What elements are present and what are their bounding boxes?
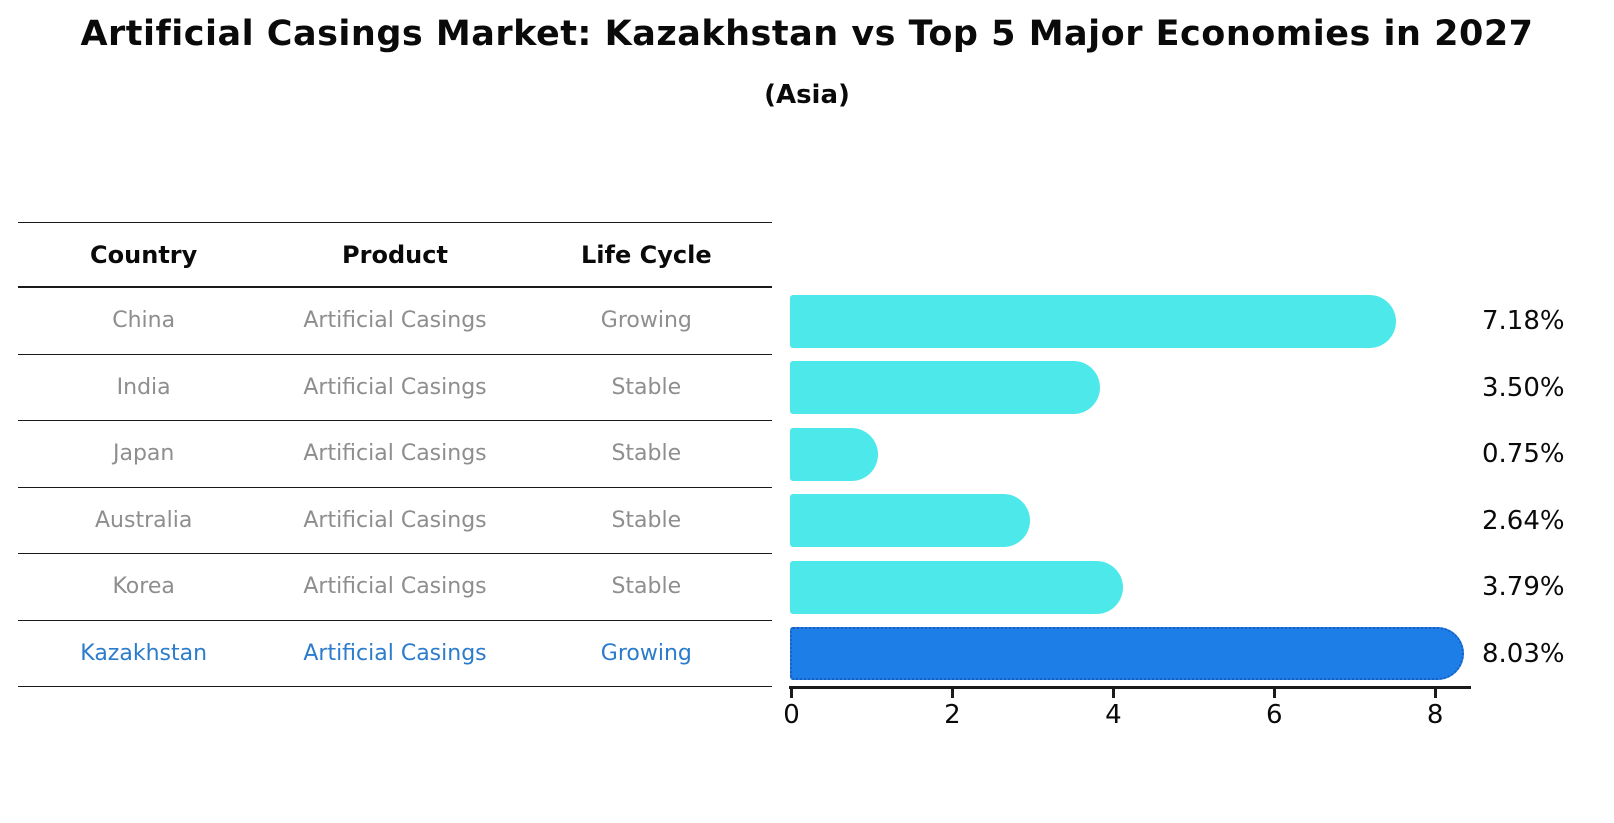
- x-axis: [789, 686, 1471, 689]
- table-cell-country: Korea: [112, 574, 175, 600]
- bar-row: [790, 355, 1478, 422]
- header-cell-life-cycle: Life Cycle: [581, 240, 712, 269]
- bar-row: [790, 554, 1478, 621]
- table-cell-life-cycle: Stable: [611, 374, 682, 400]
- bar: [790, 361, 1100, 415]
- table-cell-country: China: [112, 308, 176, 334]
- table-cell-life-cycle: Stable: [611, 507, 682, 533]
- header-cell-product: Product: [342, 240, 448, 269]
- table-cell-product: Artificial Casings: [303, 640, 487, 666]
- page-title: Artificial Casings Market: Kazakhstan vs…: [80, 14, 1534, 54]
- value-label: 3.50%: [1482, 372, 1565, 403]
- bar-row: [790, 621, 1478, 688]
- bar-row: [790, 421, 1478, 488]
- x-axis-tick-label: 8: [1426, 700, 1444, 730]
- table-cell-product: Artificial Casings: [303, 574, 487, 600]
- table-cell-life-cycle: Growing: [600, 308, 692, 334]
- table-cell-product: Artificial Casings: [303, 374, 487, 400]
- data-table: Country Product Life Cycle China Artifici…: [18, 222, 772, 687]
- table-cell-life-cycle: Stable: [611, 574, 682, 600]
- x-axis-tick: [1433, 689, 1437, 698]
- bar: [790, 427, 879, 481]
- table-row: Australia Artificial Casings Stable: [18, 488, 772, 554]
- x-axis-tick-label: 4: [1105, 700, 1122, 730]
- table-cell-product: Artificial Casings: [303, 308, 487, 334]
- x-axis-tick: [1111, 689, 1115, 698]
- value-labels: 7.18% 3.50% 0.75% 2.64% 3.79% 8.03%: [1482, 288, 1612, 687]
- x-axis-tick-label: 0: [783, 700, 800, 730]
- x-axis-tick: [1272, 689, 1276, 698]
- bar: [790, 294, 1396, 348]
- table-header-row: Country Product Life Cycle: [18, 222, 772, 288]
- value-label: 8.03%: [1482, 638, 1565, 669]
- table-row: Japan Artificial Casings Stable: [18, 421, 772, 488]
- bar-chart: [790, 288, 1478, 687]
- x-axis-tick: [950, 689, 954, 698]
- bar-row: [790, 288, 1478, 355]
- table-row: China Artificial Casings Growing: [18, 288, 772, 355]
- table-row: Kazakhstan Artificial Casings Growing: [18, 621, 772, 687]
- table-cell-country: India: [116, 374, 171, 400]
- value-label: 2.64%: [1482, 505, 1565, 536]
- x-axis-tick: [790, 689, 793, 698]
- table-row: India Artificial Casings Stable: [18, 355, 772, 421]
- value-label: 0.75%: [1482, 439, 1565, 470]
- table-body: China Artificial Casings Growing India Artif…: [18, 288, 772, 687]
- chart-subtitle: (Asia): [764, 80, 850, 110]
- table-cell-country: Kazakhstan: [80, 640, 208, 666]
- x-axis-tick-label: 6: [1266, 700, 1283, 730]
- value-label: 3.79%: [1482, 572, 1565, 603]
- table-row: Korea Artificial Casings Stable: [18, 554, 772, 621]
- table-cell-life-cycle: Stable: [611, 441, 682, 467]
- value-label: 7.18%: [1482, 306, 1565, 337]
- table-cell-country: Japan: [112, 441, 175, 467]
- header-cell-country: Country: [90, 240, 198, 269]
- table-cell-country: Australia: [95, 507, 193, 533]
- bar: [790, 494, 1031, 548]
- bar-row: [790, 488, 1478, 555]
- x-axis-tick-label: 2: [944, 700, 961, 730]
- table-cell-life-cycle: Growing: [600, 640, 692, 666]
- bar-highlighted: [790, 627, 1465, 681]
- bar: [790, 560, 1123, 614]
- table-cell-product: Artificial Casings: [303, 507, 487, 533]
- table-cell-product: Artificial Casings: [303, 441, 487, 467]
